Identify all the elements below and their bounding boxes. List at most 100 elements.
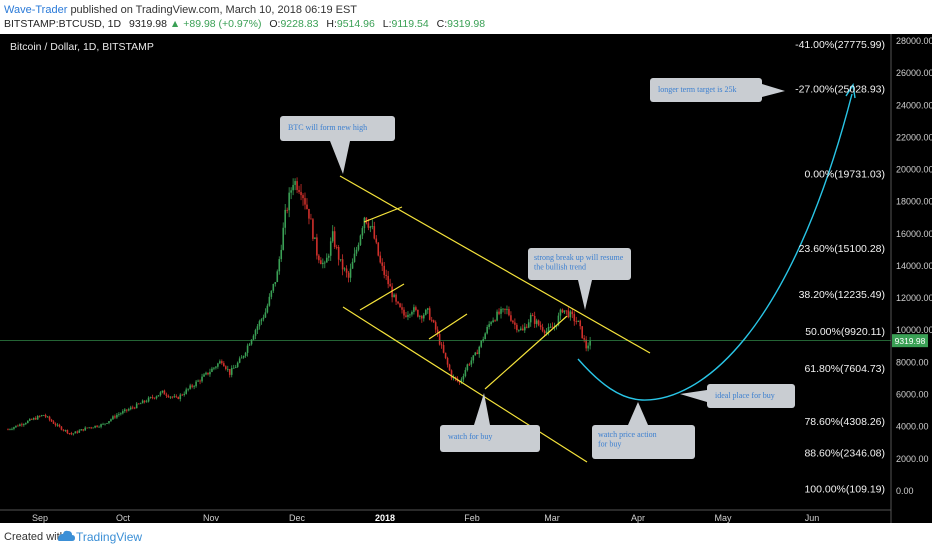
price-chart[interactable]: Bitcoin / Dollar, 1D, BITSTAMP 9319.98 B… bbox=[0, 34, 932, 523]
candle bbox=[563, 310, 566, 315]
candle bbox=[201, 373, 203, 383]
candle bbox=[308, 208, 310, 225]
candle bbox=[567, 307, 570, 319]
candle bbox=[82, 429, 85, 432]
candle bbox=[163, 389, 166, 395]
candle bbox=[74, 431, 77, 434]
fib-level-label: 23.60%(15100.28) bbox=[799, 243, 885, 255]
y-tick-label: 12000.00 bbox=[896, 293, 932, 303]
candle bbox=[345, 265, 348, 278]
y-tick-label: 16000.00 bbox=[896, 229, 932, 239]
fib-level-label: 78.60%(4308.26) bbox=[804, 416, 885, 428]
candle bbox=[516, 322, 518, 333]
candle bbox=[387, 271, 389, 289]
callout-text: longer term target is 25k bbox=[658, 85, 737, 94]
candle bbox=[472, 355, 475, 364]
last-price: 9319.98 bbox=[129, 18, 167, 30]
candle bbox=[389, 278, 391, 287]
candle bbox=[54, 422, 57, 427]
wave-line-4[interactable] bbox=[484, 315, 568, 390]
candle bbox=[268, 293, 271, 307]
candle bbox=[466, 363, 469, 372]
candle bbox=[583, 335, 585, 343]
candle bbox=[167, 394, 170, 398]
candle bbox=[569, 309, 572, 321]
wave-line-1[interactable] bbox=[359, 283, 405, 311]
callout-break-up[interactable]: strong break up will resume the bullish t… bbox=[528, 248, 631, 310]
candle bbox=[581, 326, 583, 339]
candle bbox=[131, 405, 134, 410]
candle bbox=[549, 323, 552, 329]
x-tick-label: Oct bbox=[116, 513, 131, 523]
callout-watch-price-action[interactable]: watch price action for buy bbox=[592, 402, 695, 459]
author-link[interactable]: Wave-Trader bbox=[4, 4, 68, 16]
candle bbox=[234, 364, 237, 369]
candle bbox=[270, 290, 273, 300]
callout-long-term-target[interactable]: longer term target is 25k bbox=[650, 78, 785, 102]
candle bbox=[100, 423, 102, 429]
y-tick-label: 2000.00 bbox=[896, 454, 929, 464]
candle bbox=[96, 424, 98, 428]
candle bbox=[482, 336, 484, 343]
candle bbox=[80, 428, 83, 431]
candle bbox=[286, 207, 288, 214]
candle bbox=[153, 397, 156, 400]
candle bbox=[347, 271, 350, 283]
tradingview-brand[interactable]: TradingView bbox=[76, 530, 143, 544]
tradingview-logo-icon bbox=[58, 530, 75, 541]
candle bbox=[175, 394, 178, 399]
channel-lower-line[interactable] bbox=[342, 306, 588, 463]
candle bbox=[282, 222, 285, 251]
callout-new-high[interactable]: BTC will form new high bbox=[280, 116, 395, 174]
candle bbox=[124, 408, 126, 413]
candle bbox=[30, 418, 33, 420]
wave-line-2[interactable] bbox=[363, 206, 403, 223]
candle bbox=[559, 308, 562, 320]
callout-text: strong break up will resume the bullish t… bbox=[534, 253, 624, 272]
callout-watch-for-buy[interactable]: watch for buy bbox=[440, 393, 540, 452]
publish-info: Wave-Trader published on TradingView.com… bbox=[4, 4, 357, 16]
candle bbox=[474, 351, 477, 356]
projection-curve[interactable] bbox=[577, 93, 853, 401]
candle bbox=[276, 269, 279, 283]
candle bbox=[254, 328, 257, 340]
candle bbox=[514, 318, 516, 330]
candle bbox=[312, 218, 314, 241]
candle bbox=[84, 426, 87, 431]
candle bbox=[304, 192, 306, 210]
candle bbox=[15, 425, 17, 429]
fib-level-label: -27.00%(25028.93) bbox=[795, 83, 885, 95]
wave-line-3[interactable] bbox=[428, 313, 468, 340]
candle bbox=[316, 233, 318, 260]
candle bbox=[46, 415, 49, 418]
channel-upper-line[interactable] bbox=[339, 175, 651, 354]
y-tick-label: 22000.00 bbox=[896, 132, 932, 142]
candle bbox=[464, 367, 467, 378]
fib-level-label: 0.00%(19731.03) bbox=[804, 168, 885, 180]
candle bbox=[522, 324, 524, 331]
candle bbox=[187, 388, 189, 392]
candle bbox=[381, 258, 384, 272]
candle bbox=[417, 309, 419, 318]
candle bbox=[561, 308, 564, 314]
candle bbox=[207, 372, 209, 376]
candle bbox=[379, 251, 382, 264]
candle bbox=[197, 379, 199, 382]
candle bbox=[183, 391, 186, 397]
candle bbox=[114, 414, 116, 419]
candle bbox=[361, 226, 364, 240]
candle bbox=[533, 311, 536, 328]
candle bbox=[127, 407, 130, 412]
candle bbox=[314, 237, 316, 240]
candle bbox=[280, 244, 283, 262]
candle bbox=[250, 339, 253, 346]
candle bbox=[486, 324, 488, 335]
candle bbox=[258, 319, 261, 330]
callout-ideal-buy[interactable]: ideal place for buy bbox=[680, 384, 795, 408]
candle bbox=[88, 427, 90, 429]
price-change: +89.98 (+0.97%) bbox=[183, 18, 262, 30]
candle bbox=[523, 323, 526, 333]
candle bbox=[147, 396, 150, 403]
x-tick-label: Sep bbox=[32, 513, 48, 523]
candle bbox=[393, 293, 395, 298]
